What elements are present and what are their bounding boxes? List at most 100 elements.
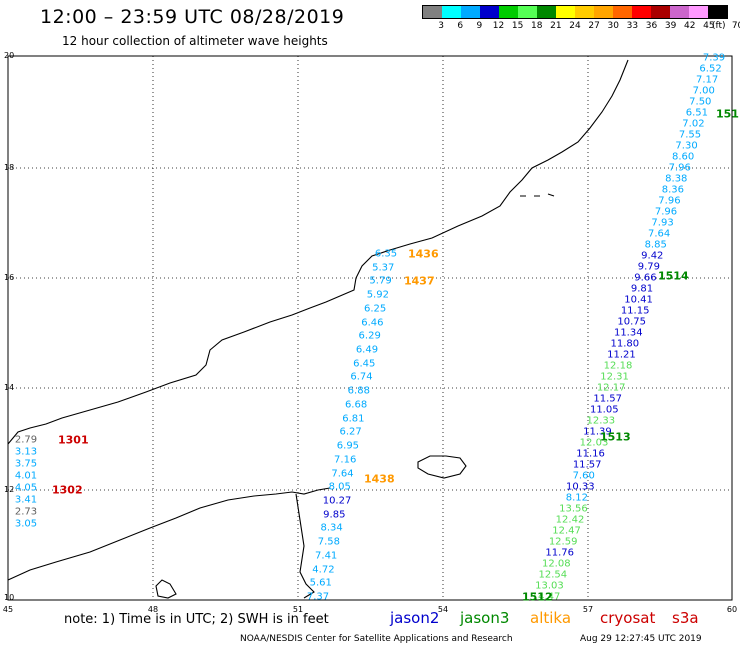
wave-height-value: 4.05 [14, 482, 38, 494]
legend-label: 3 [438, 21, 444, 31]
latitude-label: 20 [4, 51, 15, 60]
wave-height-value: 7.00 [692, 85, 715, 97]
color-legend-bar [422, 5, 728, 19]
pass-time-label: 1301 [58, 433, 89, 447]
wave-height-value: 3.41 [14, 494, 38, 506]
wave-height-value: 9.42 [641, 250, 664, 262]
page-subtitle: 12 hour collection of altimeter wave hei… [62, 34, 328, 48]
wave-height-value: 11.80 [610, 338, 640, 350]
wave-height-value: 10.75 [617, 316, 647, 328]
longitude-label: 57 [582, 605, 594, 614]
wave-height-value: 12.08 [541, 558, 571, 570]
wave-height-value: 7.17 [696, 74, 719, 86]
pass-time-label: 1438 [364, 472, 395, 486]
legend-label: 39 [664, 21, 677, 31]
wave-height-value: 13.56 [559, 503, 588, 515]
legend-swatch [651, 6, 670, 18]
wave-height-value: 6.45 [353, 358, 376, 370]
wave-height-value: 3.75 [14, 458, 38, 470]
wave-height-value: 6.51 [685, 107, 708, 119]
legend-swatch [575, 6, 594, 18]
latitude-label: 10 [4, 593, 15, 602]
satellite-name-cryosat: cryosat [600, 609, 656, 627]
wave-height-value: 12.03 [579, 437, 609, 449]
wave-height-value: 7.39 [702, 52, 726, 64]
wave-height-value: 5.79 [369, 275, 392, 287]
wave-height-value: 12.42 [555, 514, 585, 526]
wave-height-value: 7.93 [651, 217, 674, 229]
wave-height-value: 6.74 [350, 371, 373, 383]
wave-height-value: 11.21 [607, 349, 636, 361]
legend-swatch [423, 6, 442, 18]
footer-note: note: 1) Time is in UTC; 2) SWH is in fe… [64, 612, 329, 627]
wave-height-value: 12.54 [538, 569, 568, 581]
wave-height-value: 9.66 [634, 272, 657, 284]
wave-height-value: 6.46 [361, 317, 384, 329]
wave-height-value: 7.60 [572, 470, 595, 482]
legend-label: 33 [626, 21, 639, 31]
legend-label: 21 [550, 21, 562, 31]
latitude-label: 14 [4, 383, 15, 392]
color-legend-labels: 36912151821242730333639424570 [422, 21, 740, 33]
legend-label: 30 [607, 21, 619, 31]
wave-height-value: 5.61 [309, 577, 332, 589]
wave-height-value: 9.81 [630, 283, 654, 295]
wave-height-value: 10.33 [565, 481, 595, 493]
pass-time-label: 1513 [600, 430, 631, 444]
longitude-label: 54 [437, 605, 449, 614]
legend-label: 70 [731, 21, 740, 31]
legend-label: 24 [569, 21, 581, 31]
wave-height-value: 7.02 [682, 118, 705, 130]
legend-swatch [518, 6, 537, 18]
wave-height-value: 6.81 [342, 413, 365, 425]
wave-height-value: 6.29 [358, 330, 381, 342]
wave-height-value: 6.95 [336, 440, 360, 452]
wave-height-value: 4.01 [14, 470, 38, 482]
gulf-island [155, 579, 177, 599]
map-border [7, 55, 733, 601]
wave-height-value: 6.49 [355, 344, 379, 356]
legend-swatch [480, 6, 499, 18]
legend-swatch [689, 6, 708, 18]
wave-height-value: 12.33 [586, 415, 616, 427]
wave-height-value: 7.96 [654, 206, 678, 218]
satellite-name-s3a: s3a [672, 609, 699, 627]
wave-height-value: 6.27 [339, 426, 362, 438]
legend-swatch [670, 6, 689, 18]
wave-height-value: 8.85 [644, 239, 667, 251]
wave-height-value: 7.30 [675, 140, 698, 152]
footer-credit: NOAA/NESDIS Center for Satellite Applica… [240, 634, 513, 644]
wave-height-value: 11.05 [589, 404, 619, 416]
legend-swatch [594, 6, 613, 18]
page-title: 12:00 – 23:59 UTC 08/28/2019 [40, 6, 345, 28]
longitude-label: 45 [2, 605, 14, 614]
pass-time-label: 1436 [408, 247, 439, 261]
wave-height-value: 10.27 [322, 495, 352, 507]
wave-height-value: 8.12 [565, 492, 588, 504]
wave-height-value: 6.35 [374, 248, 398, 260]
wave-height-value: 10.41 [624, 294, 653, 306]
wave-height-value: 11.16 [576, 448, 605, 460]
legend-swatch [442, 6, 461, 18]
pass-time-label: 1514 [658, 269, 689, 283]
wave-height-value: 7.96 [668, 162, 691, 174]
wave-height-value: 8.60 [672, 151, 695, 163]
latitude-label: 16 [4, 273, 15, 282]
legend-label: 9 [476, 21, 483, 31]
wave-height-value: 2.73 [14, 506, 38, 518]
pass-time-label: 151 [716, 107, 739, 121]
wave-height-value: 11.57 [593, 393, 623, 405]
wave-height-value: 12.17 [596, 382, 626, 394]
satellite-name-jason2: jason2 [390, 609, 440, 627]
wave-height-value: 9.85 [323, 509, 346, 521]
wave-height-value: 6.88 [347, 385, 370, 397]
legend-swatch [708, 6, 727, 18]
wave-height-value: 7.50 [689, 96, 712, 108]
pass-time-label: 1512 [522, 590, 553, 604]
legend-swatch [537, 6, 556, 18]
wave-height-value: 12.59 [548, 536, 578, 548]
wave-height-value: 11.15 [620, 305, 650, 317]
wave-height-value: 12.31 [600, 371, 629, 383]
pass-time-label: 1437 [404, 274, 435, 288]
